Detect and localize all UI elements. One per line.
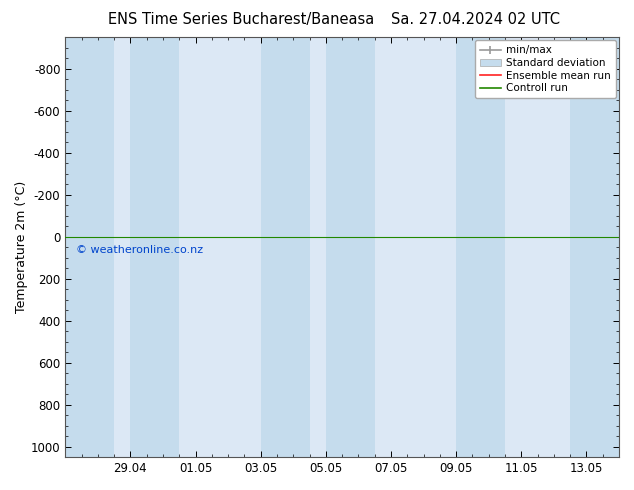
Legend: min/max, Standard deviation, Ensemble mean run, Controll run: min/max, Standard deviation, Ensemble me… [475,40,616,98]
Y-axis label: Temperature 2m (°C): Temperature 2m (°C) [15,181,28,313]
Text: Sa. 27.04.2024 02 UTC: Sa. 27.04.2024 02 UTC [391,12,560,27]
Text: ENS Time Series Bucharest/Baneasa: ENS Time Series Bucharest/Baneasa [108,12,374,27]
Bar [326,37,375,457]
Bar [131,37,179,457]
Bar [261,37,309,457]
Bar [65,37,114,457]
Bar [570,37,619,457]
Bar [456,37,505,457]
Text: © weatheronline.co.nz: © weatheronline.co.nz [76,245,204,255]
